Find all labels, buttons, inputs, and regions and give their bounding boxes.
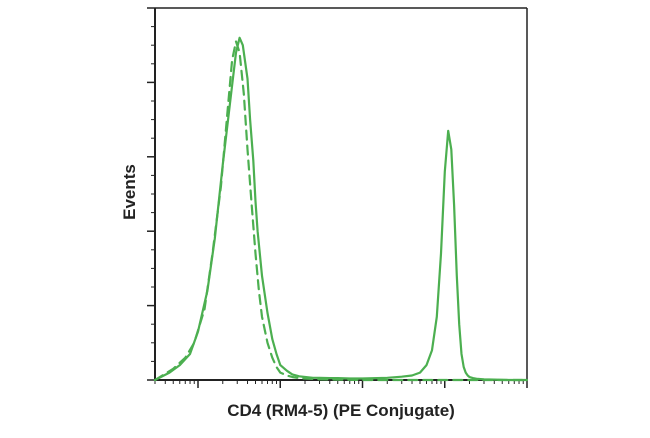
series-layer xyxy=(153,36,529,382)
y-axis-label: Events xyxy=(120,164,139,220)
series-solid-line xyxy=(153,36,529,382)
plot-frame xyxy=(154,7,528,381)
series-dashed-line xyxy=(153,40,529,382)
axis-ticks xyxy=(147,7,528,388)
x-axis-label: CD4 (RM4-5) (PE Conjugate) xyxy=(227,401,455,420)
